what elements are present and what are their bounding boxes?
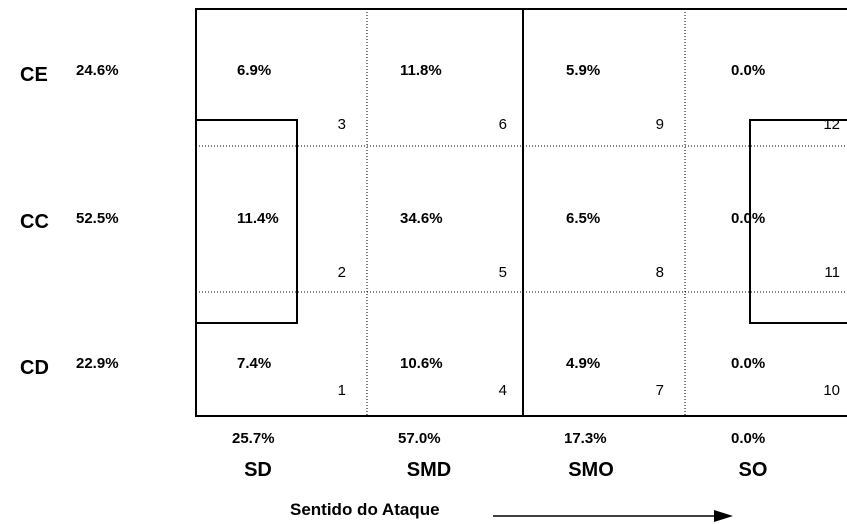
zone-number: 8	[655, 264, 664, 281]
cell-value: 0.0%	[731, 210, 766, 227]
zone-number: 11	[824, 264, 840, 281]
cell-value: 7.4%	[237, 355, 272, 372]
left-penalty-area	[195, 119, 298, 324]
zone-number: 7	[655, 382, 664, 399]
zone-number: 10	[823, 382, 840, 399]
zone-number: 4	[498, 382, 507, 399]
row-total-ce: 24.6%	[76, 62, 119, 79]
column-label-smd: SMD	[406, 459, 452, 481]
cell-value: 6.9%	[237, 62, 272, 79]
column-total-sd: 25.7%	[232, 430, 275, 447]
row-label-cc: CC	[20, 211, 49, 233]
cell-value: 6.5%	[566, 210, 601, 227]
zone-number: 1	[337, 382, 346, 399]
zone-number: 5	[498, 264, 507, 281]
column-total-smd: 57.0%	[398, 430, 441, 447]
zone-number: 2	[337, 264, 346, 281]
cell-value: 5.9%	[566, 62, 601, 79]
row-total-cc: 52.5%	[76, 210, 119, 227]
column-label-smo: SMO	[568, 459, 614, 481]
cell-value: 11.8%	[400, 62, 442, 79]
column-total-smo: 17.3%	[564, 430, 607, 447]
column-total-so: 0.0%	[731, 430, 766, 447]
row-total-cd: 22.9%	[76, 355, 119, 372]
cell-value: 0.0%	[731, 62, 766, 79]
row-label-cd: CD	[20, 357, 49, 379]
right-penalty-area	[749, 119, 847, 324]
cell-value: 11.4%	[237, 210, 279, 227]
cell-value: 4.9%	[566, 355, 601, 372]
column-label-so: SO	[738, 459, 768, 481]
cell-value: 10.6%	[400, 355, 443, 372]
attack-arrow-head	[714, 510, 733, 522]
cell-value: 34.6%	[400, 210, 443, 227]
zone-number: 9	[655, 116, 664, 133]
zone-number: 3	[337, 116, 346, 133]
column-label-sd: SD	[244, 459, 272, 481]
row-label-ce: CE	[20, 64, 48, 86]
zone-number: 12	[823, 116, 840, 133]
zone-number: 6	[498, 116, 507, 133]
cell-value: 0.0%	[731, 355, 766, 372]
attack-direction-label: Sentido do Ataque	[290, 500, 440, 519]
